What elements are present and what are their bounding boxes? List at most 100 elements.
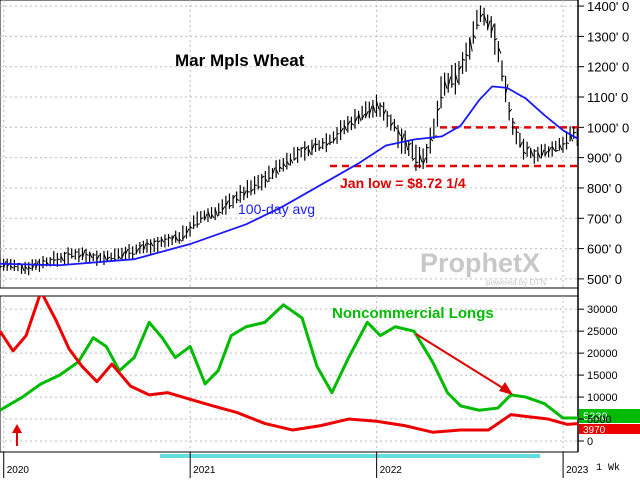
- price-bar-tick: [501, 75, 505, 78]
- y-tick-label: 900' 0: [587, 151, 622, 166]
- price-bar-tick: [182, 235, 186, 240]
- price-bar-tick: [221, 206, 226, 211]
- price-bar-tick: [454, 73, 459, 83]
- x-tick-label: 2020: [7, 465, 30, 476]
- price-bar-tick: [566, 142, 570, 144]
- price-bar-tick: [293, 157, 297, 161]
- price-bar-tick: [318, 146, 322, 150]
- y-tick-label: 10000: [587, 392, 618, 404]
- price-bar-tick: [537, 151, 541, 159]
- price-bar-tick: [379, 104, 383, 108]
- price-bar-tick: [135, 248, 140, 254]
- price-bar-tick: [368, 105, 373, 116]
- price-bar-tick: [14, 265, 17, 268]
- price-bar-tick: [261, 175, 265, 179]
- price-bar-tick: [214, 208, 219, 217]
- price-bar-tick: [175, 236, 179, 242]
- y-tick-label: 1200' 0: [587, 60, 629, 75]
- price-bar-tick: [81, 249, 86, 258]
- price-bar-tick: [523, 151, 527, 155]
- noncommercial-longs-line: [0, 303, 578, 420]
- price-bar-tick: [289, 158, 294, 164]
- price-bar-tick: [258, 186, 261, 188]
- y-tick-label: 15000: [587, 370, 618, 382]
- price-bar-tick: [232, 194, 236, 200]
- red-value-badge: [579, 424, 640, 434]
- price-bar-tick: [336, 133, 340, 135]
- price-bar-tick: [53, 259, 57, 261]
- y-tick-label: 1400' 0: [587, 0, 629, 14]
- price-bar-tick: [225, 200, 229, 207]
- price-bar-tick: [304, 146, 308, 151]
- price-bar-tick: [354, 116, 358, 123]
- price-bar-tick: [286, 160, 290, 166]
- price-bar-tick: [390, 121, 394, 127]
- price-bar-tick: [128, 252, 132, 255]
- price-bar-tick: [512, 121, 516, 124]
- price-bar-tick: [548, 146, 552, 153]
- price-bar-tick: [555, 149, 559, 152]
- price-bar-tick: [275, 169, 280, 175]
- y-tick-label: 30000: [587, 304, 618, 316]
- price-bar-tick: [458, 65, 462, 71]
- price-bar-tick: [96, 254, 100, 261]
- price-bar-tick: [103, 253, 107, 261]
- price-bar-tick: [240, 191, 243, 194]
- price-bar-tick: [250, 188, 254, 193]
- noncommercial-label: Noncommercial Longs: [332, 305, 494, 322]
- avg-label: 100-day avg: [238, 201, 315, 217]
- price-bar-tick: [0, 265, 3, 268]
- price-bar-tick: [297, 148, 301, 151]
- price-bar-tick: [139, 244, 143, 249]
- price-bar-tick: [279, 166, 283, 170]
- green-value-badge: [579, 409, 640, 423]
- price-bar-tick: [171, 234, 176, 240]
- price-bar-tick: [243, 190, 247, 197]
- chart-title: Mar Mpls Wheat: [175, 51, 305, 70]
- price-bar-tick: [394, 125, 398, 130]
- price-bar-tick: [376, 100, 380, 110]
- price-bar-tick: [469, 36, 473, 52]
- y-tick-label: 0: [587, 436, 593, 448]
- price-bar-tick: [540, 149, 545, 158]
- price-bar-tick: [490, 24, 495, 34]
- price-bar-tick: [497, 47, 502, 54]
- price-bar-tick: [178, 238, 183, 242]
- price-bar-tick: [419, 153, 423, 163]
- price-bar-tick: [329, 141, 333, 144]
- price-bar-tick: [494, 38, 498, 41]
- price-bar-tick: [562, 143, 566, 145]
- price-bar-tick: [67, 253, 71, 256]
- price-bar-tick: [64, 252, 68, 255]
- price-bar-tick: [447, 76, 452, 87]
- price-bar-tick: [60, 255, 64, 262]
- red-series-line: [0, 296, 578, 434]
- price-bar-tick: [558, 143, 563, 151]
- price-bar-tick: [236, 198, 240, 202]
- y-tick-label: 1000' 0: [587, 120, 629, 135]
- price-bar-tick: [462, 58, 466, 61]
- price-bar-tick: [300, 146, 304, 150]
- period-label[interactable]: 1 Wk: [596, 462, 620, 474]
- price-bar-tick: [218, 211, 222, 214]
- price-bar-tick: [519, 141, 523, 148]
- price-bar-tick: [422, 157, 427, 165]
- price-bar-tick: [505, 83, 509, 95]
- price-bar-tick: [343, 124, 348, 131]
- price-bar-tick: [476, 23, 480, 27]
- price-bar-tick: [411, 157, 416, 161]
- price-bar-tick: [383, 109, 387, 115]
- price-bar-tick: [203, 213, 208, 221]
- moving-average-line: [0, 85, 578, 267]
- right-axis-strip: [578, 0, 640, 480]
- x-tick-label: 2021: [193, 465, 216, 476]
- price-bar-tick: [197, 223, 200, 225]
- price-bar-tick: [193, 224, 197, 226]
- y-tick-label: 1100' 0: [587, 90, 628, 105]
- price-bar-tick: [437, 107, 441, 112]
- price-bar-tick: [307, 148, 312, 155]
- price-bar-tick: [361, 113, 366, 120]
- watermark-logo: ProphetX: [420, 248, 540, 278]
- price-bar-tick: [153, 240, 157, 243]
- price-bar-tick: [142, 243, 147, 251]
